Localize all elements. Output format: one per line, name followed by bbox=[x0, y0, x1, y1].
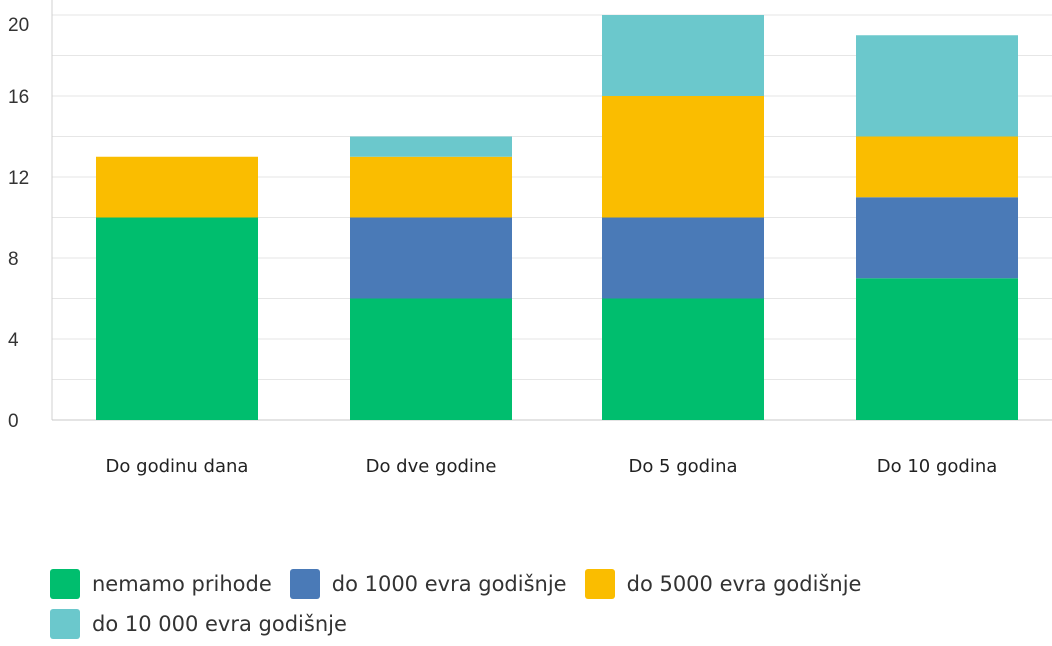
bars bbox=[96, 15, 1018, 420]
y-tick-label: 8 bbox=[8, 249, 19, 270]
legend-label: do 1000 evra godišnje bbox=[331, 572, 567, 596]
x-category-label: Do dve godine bbox=[366, 456, 497, 477]
bar-segment[interactable] bbox=[350, 298, 512, 421]
legend-swatch bbox=[50, 569, 80, 599]
legend-label: nemamo prihode bbox=[92, 572, 272, 596]
legend-swatch bbox=[584, 569, 615, 599]
bar-segment[interactable] bbox=[856, 136, 1018, 198]
legend-label: do 10 000 evra godišnje bbox=[92, 612, 347, 636]
legend: nemamo prihode do 1000 evra godišnje do 50… bbox=[50, 566, 1050, 646]
y-tick-label: 4 bbox=[8, 330, 19, 351]
legend-item[interactable]: do 1000 evra godišnje bbox=[289, 566, 567, 602]
bar-segment[interactable] bbox=[350, 136, 512, 157]
bar-segment[interactable] bbox=[350, 217, 512, 299]
legend-swatch bbox=[289, 569, 320, 599]
bar-segment[interactable] bbox=[350, 156, 512, 218]
x-category-label: Do godinu dana bbox=[106, 456, 249, 477]
y-tick-label: 12 bbox=[8, 168, 29, 189]
legend-swatch bbox=[50, 609, 80, 639]
legend-item[interactable]: do 10 000 evra godišnje bbox=[50, 606, 347, 642]
bar-segment[interactable] bbox=[856, 197, 1018, 279]
x-category-label: Do 10 godina bbox=[877, 456, 998, 477]
legend-label: do 5000 evra godišnje bbox=[626, 572, 862, 596]
legend-item[interactable]: do 5000 evra godišnje bbox=[584, 566, 862, 602]
y-tick-label: 16 bbox=[8, 87, 29, 108]
bar-segment[interactable] bbox=[856, 35, 1018, 137]
bar-segment[interactable] bbox=[96, 156, 258, 218]
x-axis-category-labels: Do godinu dana Do dve godine Do 5 godina Do… bbox=[106, 456, 998, 477]
y-tick-label: 20 bbox=[8, 15, 29, 36]
x-category-label: Do 5 godina bbox=[628, 456, 737, 477]
bar-segment[interactable] bbox=[602, 217, 764, 299]
legend-item[interactable]: nemamo prihode bbox=[50, 566, 272, 602]
bar-segment[interactable] bbox=[602, 96, 764, 218]
y-tick-label: 0 bbox=[8, 411, 19, 432]
bar-segment[interactable] bbox=[96, 217, 258, 421]
bar-segment[interactable] bbox=[856, 278, 1018, 420]
bar-segment[interactable] bbox=[602, 15, 764, 96]
legend-row: do 10 000 evra godišnje bbox=[50, 606, 1050, 646]
bar-segment[interactable] bbox=[602, 298, 764, 421]
legend-row: nemamo prihode do 1000 evra godišnje do 50… bbox=[50, 566, 1050, 606]
y-axis-tick-labels: 0 4 8 12 16 20 bbox=[8, 15, 29, 432]
